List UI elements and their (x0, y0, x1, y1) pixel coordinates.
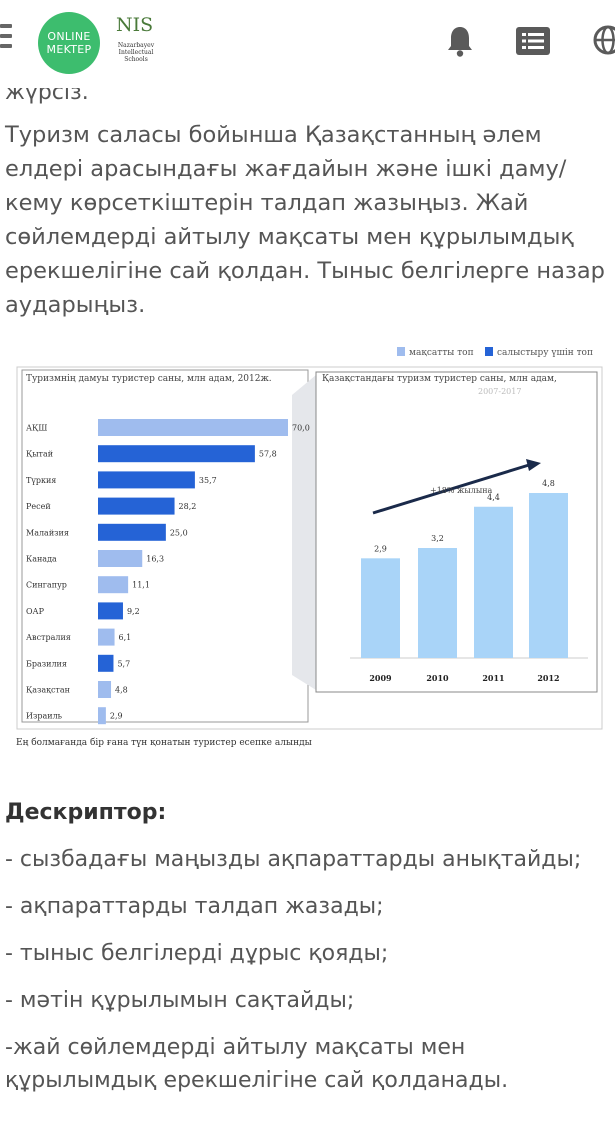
right-bar (474, 506, 513, 658)
trend-arrow-head (526, 459, 541, 471)
chart-figure: мақсатты топ салыстыру үшін топ Туризмні… (16, 345, 604, 755)
right-chart-title: Қазақстандағы туризм туристер саны, млн … (322, 374, 557, 384)
left-category-label: Қытай (26, 450, 53, 459)
descriptor-section: Дескриптор: - сызбадағы маңызды ақпаратт… (5, 800, 605, 1111)
left-category-label: Малайзия (26, 528, 69, 537)
left-value-label: 35,7 (199, 476, 217, 485)
nis-logo-text: NIS (116, 14, 154, 36)
left-value-label: 4,8 (115, 686, 128, 695)
left-value-label: 25,0 (170, 528, 188, 537)
left-value-label: 70,0 (292, 424, 310, 433)
left-value-label: 6,1 (119, 633, 132, 642)
left-value-label: 57,8 (259, 450, 277, 459)
left-value-label: 2,9 (110, 712, 123, 721)
left-value-label: 28,2 (179, 502, 197, 511)
right-category-label: 2011 (482, 673, 504, 683)
right-value-label: 2,9 (374, 544, 387, 553)
right-category-label: 2012 (537, 673, 559, 683)
app-header: ONLINE MEKTEP NIS Nazarbayev Intellectua… (0, 0, 615, 88)
left-bar (98, 523, 166, 541)
left-bar (98, 628, 115, 646)
left-category-label: Австралия (26, 633, 71, 642)
descriptor-item: - сызбадағы маңызды ақпараттарды анықтай… (5, 847, 582, 872)
left-bar-chart: АҚШ 70,0 Қытай 57,8 Түркия 35,7 Ресей 28,2 Малай… (26, 419, 310, 725)
left-bar (98, 550, 143, 567)
list-icon[interactable] (516, 27, 550, 55)
left-category-label: Сингапур (26, 581, 67, 590)
bell-icon[interactable] (445, 24, 475, 58)
left-category-label: Ресей (26, 502, 51, 511)
nis-logo: NIS Nazarbayev Intellectual Schools (108, 12, 168, 74)
left-bar (98, 445, 255, 463)
left-value-label: 5,7 (117, 659, 130, 668)
right-bar (418, 548, 457, 658)
left-value-label: 11,1 (132, 581, 150, 590)
right-category-label: 2009 (369, 673, 392, 683)
left-category-label: Түркия (26, 476, 56, 485)
figure-footnote: Ең болмағанда бір ғана түн қонатын турис… (16, 737, 312, 748)
legend-target-label: мақсатты топ (409, 348, 474, 358)
left-category-label: Канада (26, 555, 57, 564)
descriptor-item: - ақпараттарды талдап жазады; (5, 894, 384, 919)
globe-icon[interactable] (592, 24, 615, 56)
legend-target-swatch (397, 347, 405, 356)
right-bar (529, 493, 568, 658)
left-category-label: Бразилия (26, 659, 67, 668)
zoom-wedge (292, 375, 316, 690)
descriptor-title: Дескриптор: (5, 800, 167, 825)
nis-logo-subtitle: Nazarbayev Intellectual Schools (117, 42, 155, 63)
menu-icon[interactable] (0, 24, 12, 54)
left-category-label: Қазақстан (26, 686, 70, 695)
left-category-label: Израиль (26, 712, 63, 721)
left-bar (98, 497, 175, 515)
left-bar (98, 707, 106, 725)
left-category-label: АҚШ (26, 424, 47, 433)
left-bar (98, 654, 114, 672)
right-category-label: 2010 (426, 673, 449, 683)
left-value-label: 16,3 (146, 555, 164, 564)
right-value-label: 3,2 (431, 534, 444, 543)
descriptor-item: - тыныс белгілерді дұрыс қояды; (5, 941, 389, 966)
left-category-label: ОАР (26, 607, 45, 616)
left-bar (98, 681, 112, 698)
legend-compare-swatch (485, 347, 493, 356)
chart-svg: мақсатты топ салыстыру үшін топ Туризмні… (16, 347, 603, 748)
left-bar (98, 602, 123, 620)
right-value-label: 4,4 (487, 493, 500, 502)
left-chart-title: Туризмнің дамуы туристер саны, млн адам,… (26, 374, 272, 384)
trend-annotation: +18% жылына (430, 486, 493, 495)
task-text: Туризм саласы бойынша Қазақстанның әлем … (5, 122, 605, 318)
task-content: жүрсіз. Туризм саласы бойынша Қазақстанн… (5, 78, 605, 322)
left-bar (98, 471, 195, 489)
trend-arrow-line (372, 463, 530, 515)
right-value-label: 4,8 (542, 479, 555, 488)
descriptor-item: - мәтін құрылымын сақтайды; (5, 988, 355, 1013)
right-bar (361, 558, 400, 658)
right-bar-chart: 2,9 2009 3,2 2010 4,4 2011 4,8 2012 (350, 479, 588, 683)
left-bar (98, 576, 129, 594)
online-mektep-logo[interactable]: ONLINE MEKTEP (38, 12, 100, 74)
legend-compare-label: салыстыру үшін топ (497, 348, 593, 358)
left-bar (98, 419, 288, 436)
left-value-label: 9,2 (127, 607, 140, 616)
descriptor-item: -жай сөйлемдерді айтылу мақсаты мен құры… (5, 1035, 509, 1093)
right-chart-subtitle: 2007-2017 (478, 387, 521, 396)
